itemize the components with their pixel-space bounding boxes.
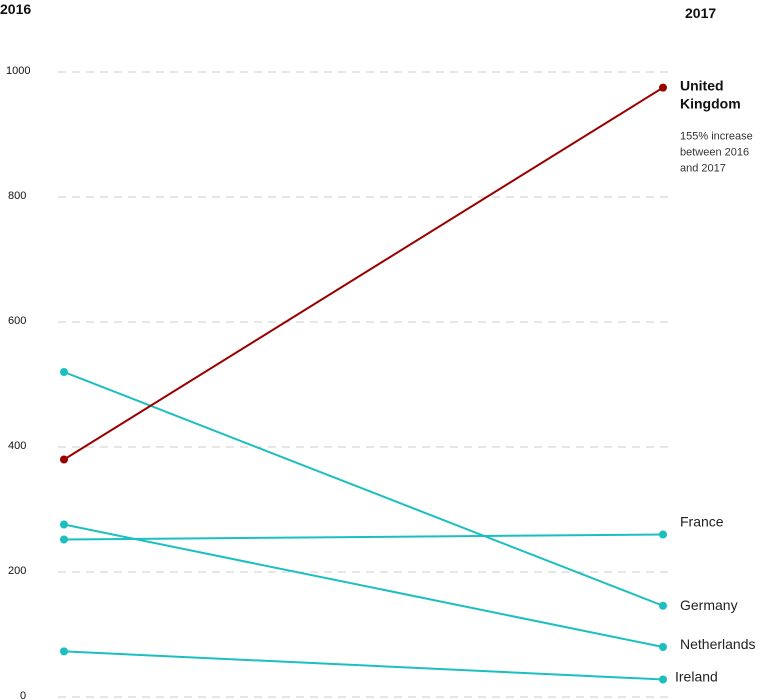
y-tick-label-1000: 1000 [6, 65, 30, 77]
annotation-line-1: between 2016 [680, 147, 749, 159]
x-label-2017: 2017 [685, 5, 716, 21]
point-2016-france [60, 535, 68, 544]
series-line-united-kingdom [63, 86, 664, 461]
y-axis-ticks: 0 200 400 600 800 1000 [6, 65, 30, 699]
point-2017-france [659, 530, 667, 539]
annotation-line-2: and 2017 [680, 163, 726, 175]
y-tick-label-800: 800 [8, 190, 26, 202]
point-2017-netherlands [659, 643, 667, 651]
series-line-netherlands [63, 523, 664, 648]
series-label-ireland: Ireland [675, 669, 718, 685]
series-line-germany [63, 371, 664, 607]
annotation-line-0: 155% increase [680, 131, 753, 143]
point-2017-germany [659, 601, 667, 610]
point-2016-germany [60, 368, 68, 376]
series-label-united-kingdom-line-0: United [680, 78, 724, 94]
series-line-ireland [63, 650, 664, 681]
y-tick-label-0: 0 [20, 690, 26, 699]
x-label-2016: 2016 [0, 1, 31, 17]
point-2016-ireland [60, 647, 68, 656]
gridlines [58, 71, 668, 698]
point-2017-ireland [659, 675, 667, 684]
series-lines [60, 83, 667, 684]
point-2016-united-kingdom [60, 455, 68, 464]
point-2017-united-kingdom [659, 83, 667, 92]
series-label-united-kingdom-line-1: Kingdom [680, 96, 741, 112]
series-label-germany: Germany [680, 597, 738, 613]
series-line-france [63, 533, 664, 541]
series-label-france: France [680, 514, 724, 530]
y-tick-label-400: 400 [8, 440, 26, 452]
point-2016-netherlands [60, 520, 68, 529]
series-labels: United Kingdom 155% increase between 2016 an… [675, 78, 756, 685]
y-tick-label-600: 600 [8, 315, 26, 327]
series-label-netherlands: Netherlands [680, 636, 756, 652]
y-tick-label-200: 200 [8, 565, 26, 577]
